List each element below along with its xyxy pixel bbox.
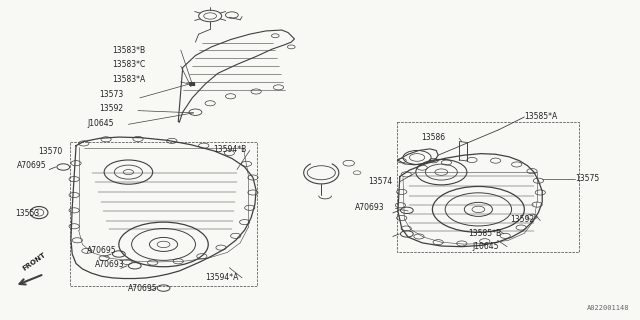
Text: 13585*B: 13585*B (468, 229, 501, 238)
Text: 13594*A: 13594*A (205, 273, 239, 282)
Text: 13574: 13574 (368, 177, 392, 186)
Text: 13583*C: 13583*C (113, 60, 146, 69)
Text: 13592: 13592 (100, 104, 124, 113)
Text: A70693: A70693 (355, 203, 385, 212)
Text: 13586: 13586 (421, 133, 445, 142)
Text: 13594*B: 13594*B (212, 145, 246, 154)
Text: A70695: A70695 (87, 246, 116, 255)
Text: 13583*A: 13583*A (113, 75, 146, 84)
Text: A022001148: A022001148 (588, 305, 630, 311)
Text: 13570: 13570 (38, 147, 62, 156)
Text: A70695: A70695 (129, 284, 158, 292)
Text: 13575: 13575 (575, 174, 600, 183)
Text: J10645: J10645 (87, 119, 113, 128)
Text: 13553: 13553 (15, 209, 39, 218)
Text: 13585*A: 13585*A (524, 112, 557, 121)
Text: A70693: A70693 (95, 260, 125, 269)
Text: 13592: 13592 (510, 215, 534, 224)
Text: 13573: 13573 (100, 90, 124, 99)
Text: J10645: J10645 (472, 242, 499, 251)
Text: 13583*B: 13583*B (113, 45, 145, 55)
Text: FRONT: FRONT (21, 252, 47, 272)
Text: A70695: A70695 (17, 161, 46, 170)
